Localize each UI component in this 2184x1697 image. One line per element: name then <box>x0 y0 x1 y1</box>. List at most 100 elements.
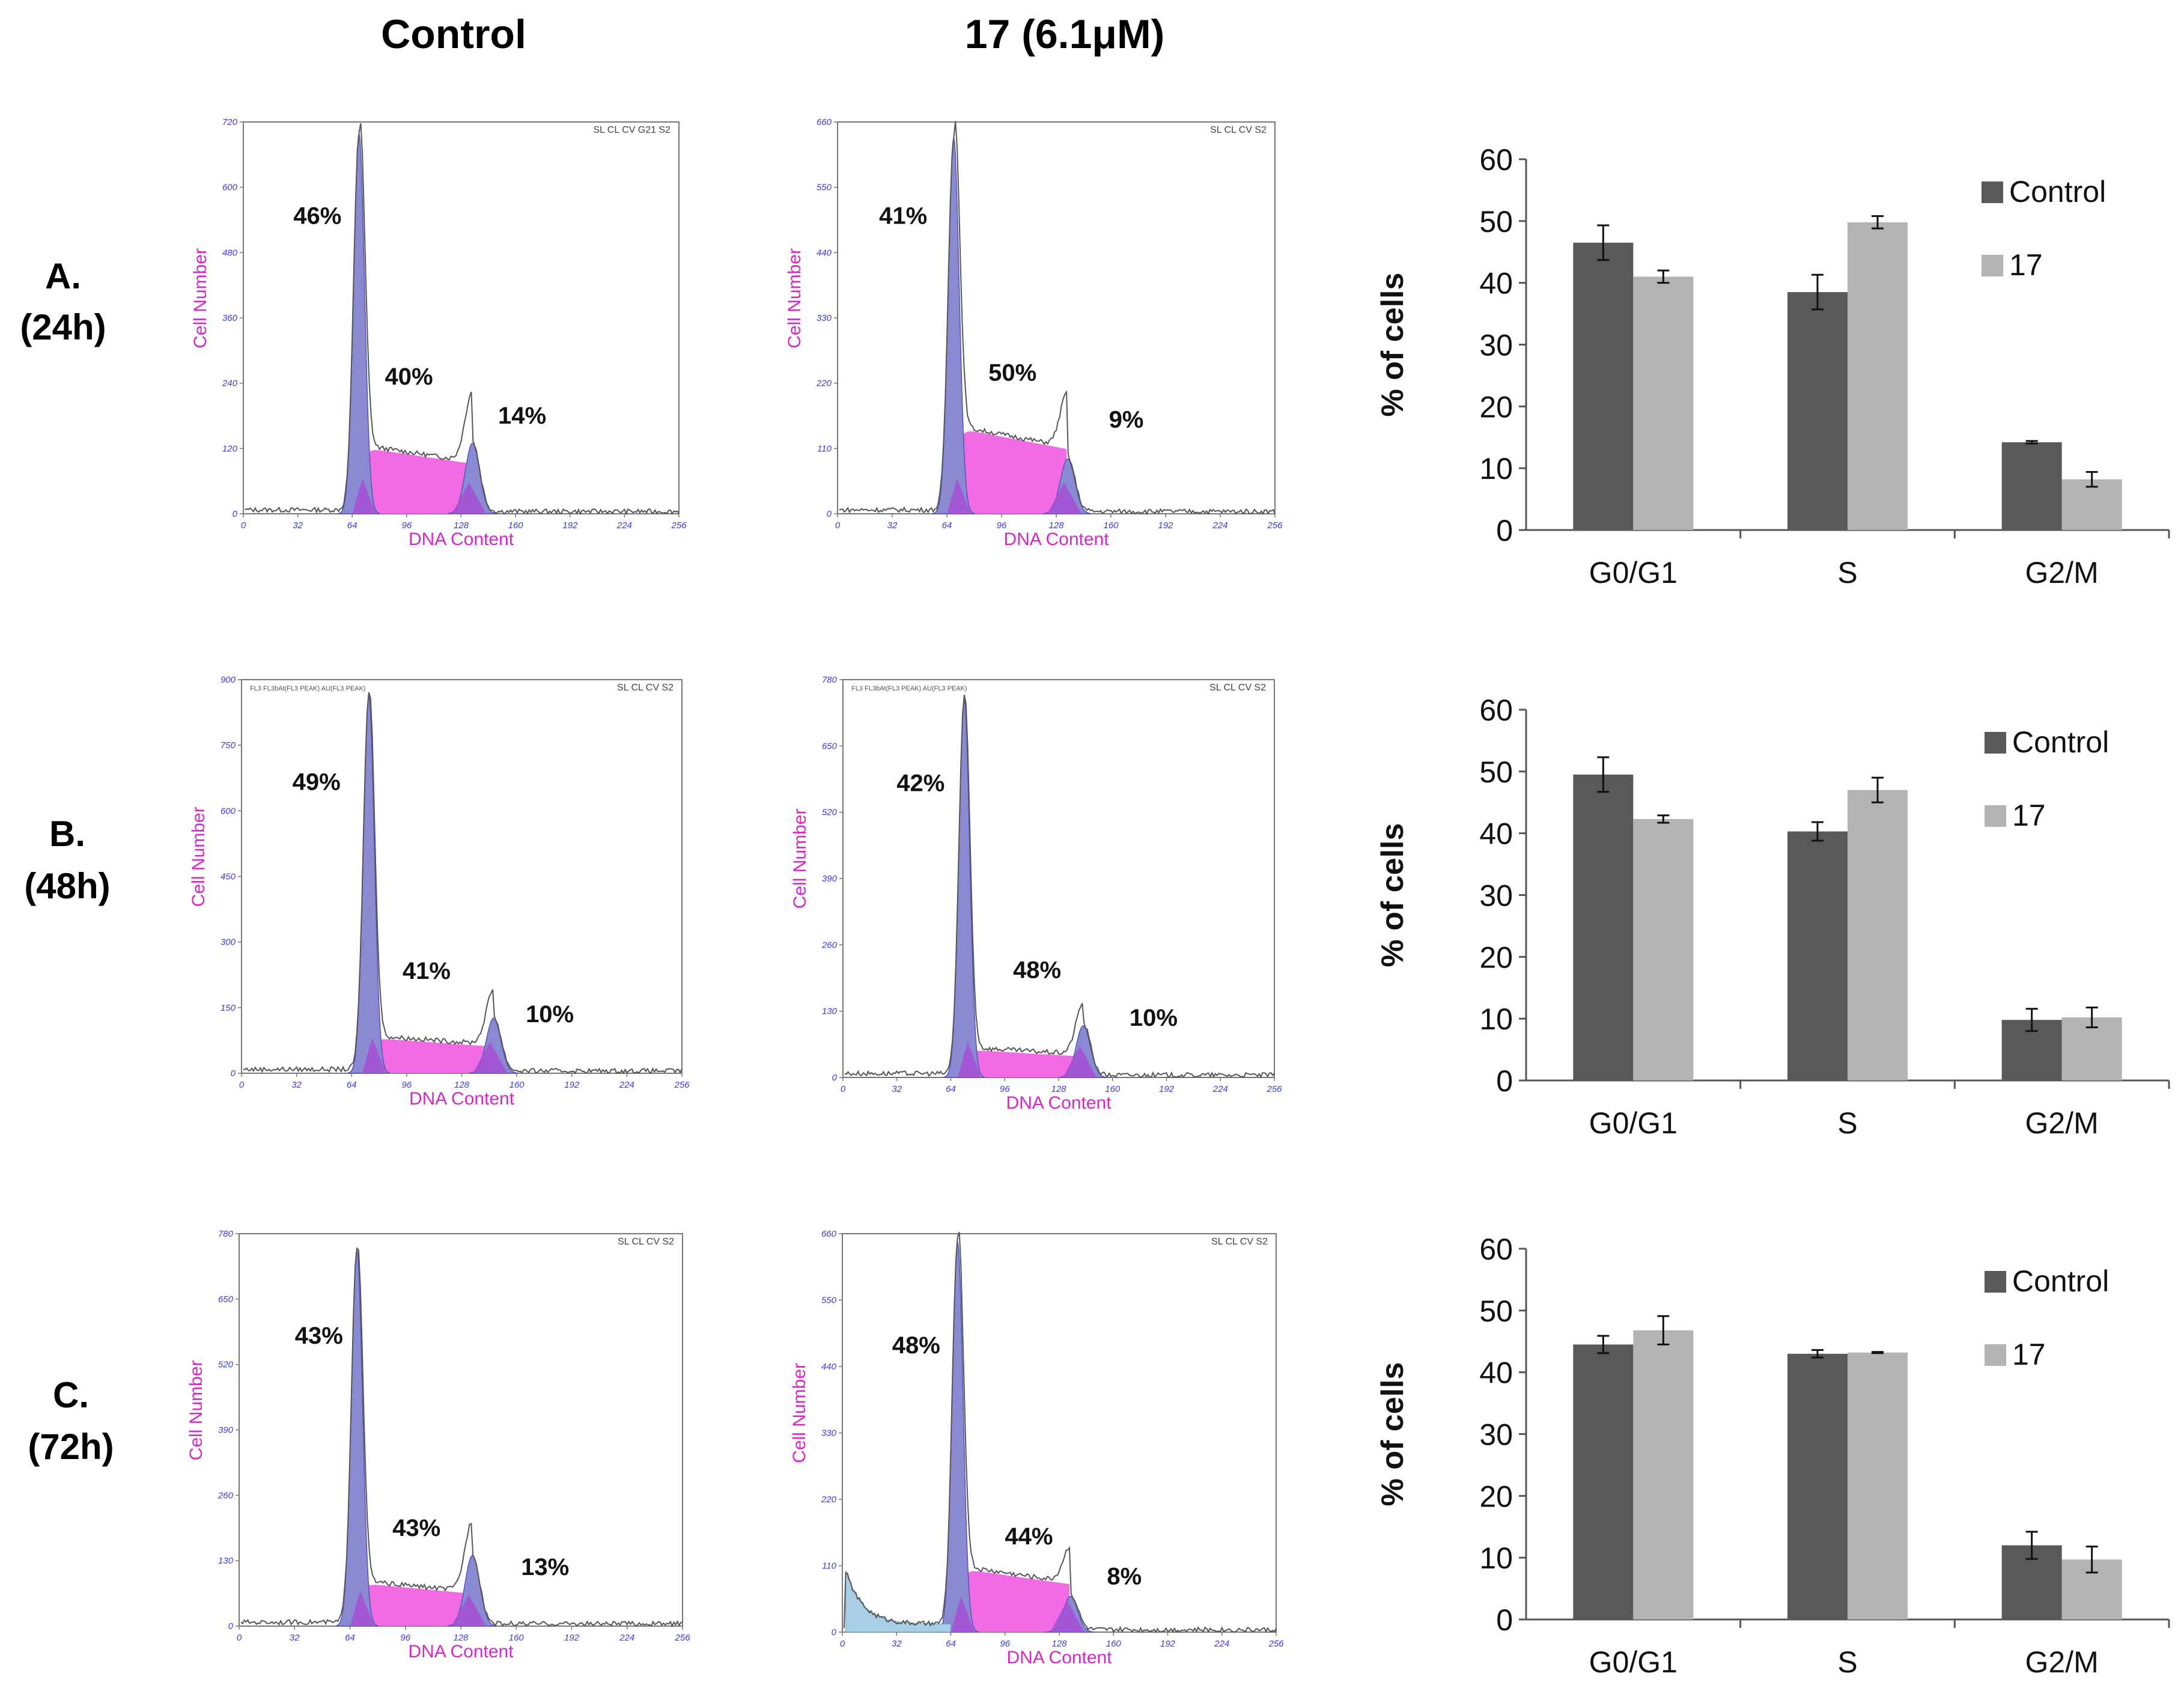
histogram-overlap-left <box>957 1041 981 1077</box>
bar-control-g0-g1 <box>1573 242 1634 530</box>
histogram-y-tick-label: 550 <box>817 183 832 193</box>
bar-chart-y-tick-label: 40 <box>1479 817 1513 851</box>
histogram-x-tick-label: 160 <box>509 1080 525 1090</box>
row-label-time: (72h) <box>28 1427 114 1467</box>
histogram-percent-label: 48% <box>1013 957 1061 984</box>
histogram-A-control: SL CL CV G21 S2 0 120 240 360 480 600 720 0 32 64 9… <box>190 117 687 549</box>
histogram-g1-peak <box>347 695 390 1074</box>
histogram-B-control: SL CL CV S2 FL3 FL3bAt(FL3 PEAK) AU(FL3 P… <box>189 675 690 1109</box>
legend-label: 17 <box>2012 799 2046 832</box>
histogram-y-tick-label: 0 <box>832 1073 838 1083</box>
histogram-s-phase-area <box>957 1571 1071 1632</box>
histogram-g1-peak <box>338 133 380 514</box>
histogram-s-phase-area <box>954 431 1068 514</box>
histogram-C-treated: SL CL CV S2 0 110 220 330 440 550 660 0 32 64 96 128… <box>789 1229 1284 1668</box>
histogram-y-tick-label: 0 <box>233 509 238 519</box>
bar-chart-category-label: G0/G1 <box>1589 1106 1678 1140</box>
histogram-y-tick-label: 650 <box>218 1294 234 1305</box>
histogram-y-tick-label: 450 <box>221 872 236 882</box>
histogram-x-tick-label: 256 <box>674 1080 690 1090</box>
histogram-percent-label: 49% <box>293 769 341 795</box>
histogram-overlap-left <box>362 1038 386 1073</box>
bar-chart-y-tick-label: 30 <box>1479 1418 1513 1452</box>
histogram-y-tick-label: 660 <box>817 117 832 127</box>
bar-chart-category-label: G2/M <box>2025 556 2099 590</box>
bar-chart-y-tick-label: 50 <box>1479 755 1513 789</box>
legend-swatch-17 <box>1985 1344 2006 1366</box>
histogram-x-tick-label: 160 <box>1105 1084 1121 1094</box>
histogram-x-tick-label: 64 <box>345 1633 355 1643</box>
bar-chart-3: 0 10 20 30 40 50 60 % of cells G0/G1 S G2/M Control… <box>1375 1232 2170 1679</box>
bar-chart-y-tick-label: 60 <box>1479 693 1513 727</box>
histogram-y-tick-label: 780 <box>218 1229 234 1239</box>
legend-label: Control <box>2012 725 2109 759</box>
histogram-y-axis-label: Cell Number <box>785 248 805 349</box>
histogram-g1-peak <box>937 1242 979 1633</box>
histogram-x-tick-label: 224 <box>616 520 632 531</box>
histogram-percent-label: 48% <box>892 1332 940 1359</box>
histogram-x-axis-label: DNA Content <box>409 1089 515 1109</box>
histogram-x-tick-label: 160 <box>1103 520 1119 531</box>
bar-chart-y-tick-label: 0 <box>1496 1603 1513 1637</box>
histogram-y-axis-label: Cell Number <box>789 1363 809 1463</box>
histogram-corner-label: SL CL CV G21 S2 <box>593 125 671 135</box>
histogram-overlap-left <box>352 478 376 514</box>
histogram-overlap-right <box>473 1041 508 1073</box>
legend-swatch-17 <box>1985 805 2006 827</box>
histogram-y-tick-label: 0 <box>827 509 832 519</box>
histogram-y-tick-label: 0 <box>231 1068 236 1079</box>
bar-chart-y-tick-label: 10 <box>1479 1002 1513 1036</box>
histogram-y-tick-label: 130 <box>822 1007 838 1017</box>
histogram-y-tick-label: 360 <box>222 313 238 323</box>
histogram-trace <box>844 695 1275 1079</box>
bar-chart-category-label: S <box>1837 556 1857 590</box>
bar-chart-y-tick-label: 40 <box>1479 267 1513 300</box>
histogram-x-tick-label: 96 <box>400 1633 410 1643</box>
histogram-x-tick-label: 32 <box>892 1639 902 1649</box>
bar-control-g2-m <box>2001 442 2062 530</box>
histogram-y-axis-label: Cell Number <box>190 248 210 349</box>
histogram-x-tick-label: 224 <box>1212 520 1227 531</box>
histogram-x-tick-label: 32 <box>892 1084 902 1094</box>
histogram-corner-label: SL CL CV S2 <box>618 1237 674 1247</box>
histogram-corner-label: SL CL CV S2 <box>1210 125 1267 135</box>
histogram-debris-area <box>845 1570 951 1633</box>
histogram-y-tick-label: 520 <box>822 808 838 818</box>
bar-chart-category-label: S <box>1837 1106 1857 1140</box>
legend-swatch-control <box>1985 1271 2006 1293</box>
histogram-frame <box>842 1233 1277 1633</box>
histogram-x-tick-label: 224 <box>619 1633 634 1643</box>
histogram-y-tick-label: 130 <box>218 1556 234 1566</box>
bar-control-s <box>1787 1353 1848 1619</box>
row-label-time: (24h) <box>20 307 106 347</box>
bar-chart-category-label: G2/M <box>2025 1106 2099 1140</box>
histogram-percent-label: 13% <box>521 1554 569 1580</box>
histogram-overlap-left <box>350 1591 374 1626</box>
histogram-y-tick-label: 260 <box>217 1490 234 1500</box>
bar-17-s <box>1848 790 1908 1080</box>
histogram-percent-label: 40% <box>385 364 433 390</box>
bar-chart-y-tick-label: 20 <box>1479 1479 1513 1513</box>
histogram-frame <box>239 1233 683 1627</box>
histogram-y-tick-label: 660 <box>821 1229 837 1239</box>
histogram-y-tick-label: 390 <box>218 1425 234 1436</box>
bar-17-s <box>1848 1352 1908 1619</box>
bar-chart-panels: 0 10 20 30 40 50 60 % of cells G0/G1 S G2/M Control… <box>1375 143 2170 1679</box>
histogram-x-tick-label: 192 <box>564 1633 580 1643</box>
bar-chart-y-tick-label: 10 <box>1479 1541 1513 1575</box>
histogram-y-tick-label: 220 <box>816 379 832 389</box>
histogram-trace <box>245 123 680 516</box>
bar-17-g2-m <box>2061 479 2122 530</box>
bar-chart-1: 0 10 20 30 40 50 60 % of cells G0/G1 S G2/M Control… <box>1375 143 2170 590</box>
histogram-x-tick-label: 0 <box>237 1633 242 1643</box>
histogram-frame <box>241 679 683 1074</box>
histogram-x-tick-label: 256 <box>671 520 687 531</box>
histogram-x-tick-label: 96 <box>402 1080 412 1090</box>
histogram-g1-peak <box>943 699 985 1078</box>
histogram-corner-label: SL CL CV S2 <box>1211 1237 1268 1247</box>
bar-chart-y-tick-label: 50 <box>1479 205 1513 239</box>
histogram-header-label: FL3 FL3bAt(FL3 PEAK) AU(FL3 PEAK) <box>250 685 366 692</box>
bar-chart-category-label: G0/G1 <box>1589 1645 1678 1679</box>
histogram-y-tick-label: 240 <box>222 379 238 389</box>
histogram-y-tick-label: 220 <box>821 1494 837 1505</box>
